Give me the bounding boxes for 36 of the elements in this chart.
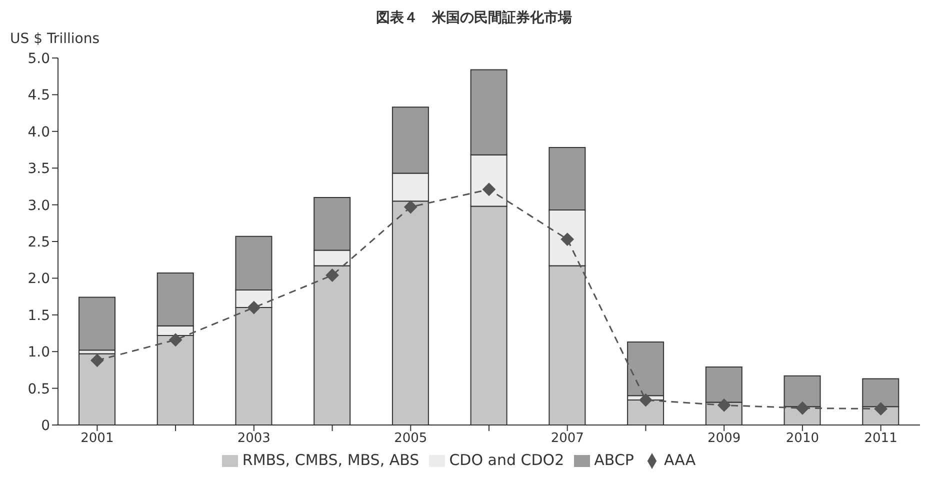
point xyxy=(560,232,574,246)
point xyxy=(404,200,418,214)
point xyxy=(90,354,104,367)
y-tick-label: 0.5 xyxy=(28,381,50,398)
x-tick-label: 2009 xyxy=(708,431,741,446)
point xyxy=(718,398,731,412)
x-tick-label: 2005 xyxy=(394,431,428,446)
x-tick-label: 2010 xyxy=(786,431,819,446)
point xyxy=(247,301,260,314)
legend-label: CDO and CDO2 xyxy=(449,451,564,469)
y-tick-label: 3.5 xyxy=(28,161,50,178)
y-tick-label: 2.0 xyxy=(28,271,50,288)
y-axis-title: US $ Trillions xyxy=(9,30,100,49)
y-tick-label: 2.5 xyxy=(28,234,50,250)
x-tick-label: 2007 xyxy=(550,431,584,446)
legend-label: AAA xyxy=(664,451,696,469)
x-tick-label: 2011 xyxy=(864,431,898,446)
legend-label: RMBS, CMBS, MBS, ABS xyxy=(242,451,420,469)
point xyxy=(169,333,182,346)
y-tick-label: 3.0 xyxy=(28,198,50,214)
bar xyxy=(78,296,116,351)
y-tick-label: 1.5 xyxy=(28,308,50,324)
y-tick-label: 5.0 xyxy=(28,50,50,67)
chart-title: 図表４ 米国の民間証券化市場 xyxy=(375,8,573,28)
y-tick-label: 4.0 xyxy=(28,124,50,140)
x-tick-label: 2001 xyxy=(80,431,114,446)
point xyxy=(482,182,496,196)
point xyxy=(796,402,809,415)
y-tick-label: 0 xyxy=(41,418,50,434)
y-tick-label: 4.5 xyxy=(28,88,50,104)
point xyxy=(639,394,652,407)
point xyxy=(326,268,339,282)
legend-label: ABCP xyxy=(594,451,634,469)
bar xyxy=(627,342,664,396)
x-tick-label: 2003 xyxy=(237,431,270,446)
y-tick-label: 1.0 xyxy=(28,344,50,361)
